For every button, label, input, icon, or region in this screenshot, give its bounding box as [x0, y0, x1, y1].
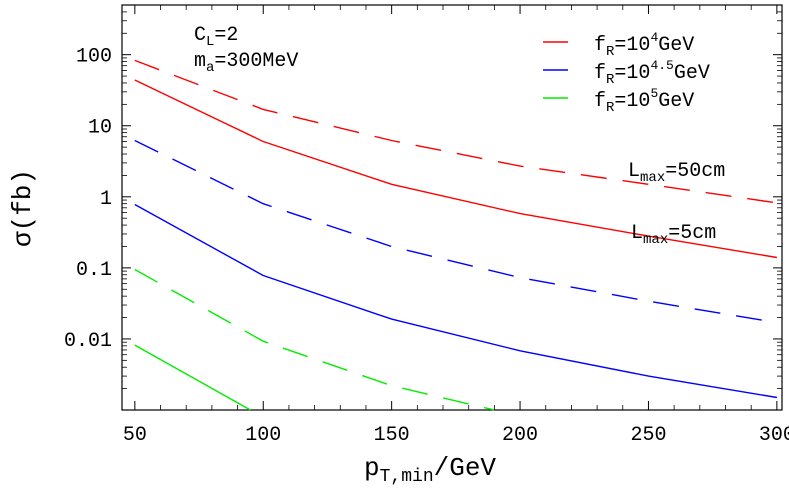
legend-label-fr45: fR=104.5GeV — [594, 58, 710, 88]
y-tick-label: 100 — [76, 46, 112, 69]
y-tick-label: 0.01 — [64, 330, 112, 353]
legend: fR=104GeV fR=104.5GeV fR=105GeV — [543, 30, 710, 116]
y-tick-label: 1 — [100, 188, 112, 211]
x-tick-label: 50 — [123, 424, 147, 447]
x-tick-label: 250 — [630, 424, 666, 447]
x-tick-label: 200 — [502, 424, 538, 447]
y-tick-label: 10 — [88, 117, 112, 140]
ticks-layer: 50 100 150 200 250 300 0.01 0.1 1 10 100 — [64, 4, 789, 447]
series-line — [134, 203, 778, 399]
x-tick-label: 300 — [759, 424, 789, 447]
x-tick-label: 150 — [374, 424, 410, 447]
x-tick-label: 100 — [245, 424, 281, 447]
series-line — [134, 79, 778, 259]
annotation-lmax-50cm: Lmax=50cm — [628, 160, 725, 186]
y-axis-label: σ(fb) — [8, 169, 38, 247]
series-line — [134, 268, 495, 411]
legend-label-fr4: fR=104GeV — [594, 30, 694, 60]
series-layer — [134, 59, 778, 411]
y-tick-label: 0.1 — [76, 259, 112, 282]
legend-label-fr5: fR=105GeV — [594, 86, 694, 116]
series-line — [134, 139, 778, 324]
param-cl: CL=2 — [194, 24, 238, 50]
series-line — [134, 59, 778, 204]
annotation-lmax-5cm: Lmax=5cm — [631, 222, 716, 248]
param-ma: ma=300MeV — [194, 50, 298, 76]
series-line — [134, 344, 251, 411]
x-axis-label: pT,min/GeV — [364, 453, 496, 487]
